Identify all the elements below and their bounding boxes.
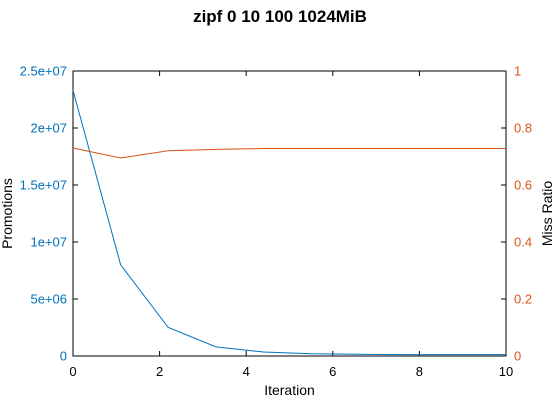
y2-tick-label: 0.2 [514, 292, 532, 307]
y-tick-label: 5e+06 [30, 292, 67, 307]
miss-ratio-line [72, 147, 506, 159]
y-axis-label-left: Promotions [0, 178, 15, 249]
y-tick-label: 0 [60, 349, 67, 364]
x-tick-label: 8 [416, 364, 423, 379]
y2-tick-label: 1 [514, 64, 521, 79]
y-tick-label: 2e+07 [30, 121, 67, 136]
x-tick-label: 0 [69, 364, 76, 379]
y2-tick-label: 0.6 [514, 178, 532, 193]
y2-tick-label: 0.8 [514, 121, 532, 136]
y2-tick-label: 0.4 [514, 235, 532, 250]
y-axis-label-right: Miss Ratio [539, 181, 555, 247]
x-tick-label: 6 [329, 364, 336, 379]
y-tick-label: 1e+07 [30, 235, 67, 250]
x-tick-label: 10 [499, 364, 513, 379]
chart-title: zipf 0 10 100 1024MiB [193, 7, 367, 26]
y-axis-left: 0 5e+06 1e+07 1.5e+07 2e+07 2.5e+07 [20, 64, 78, 364]
y-tick-label: 1.5e+07 [20, 178, 67, 193]
x-tick-label: 2 [156, 364, 163, 379]
promotions-line [72, 90, 506, 356]
y-tick-label: 2.5e+07 [20, 64, 67, 79]
y2-tick-label: 0 [514, 349, 521, 364]
y-axis-right: 0 0.2 0.4 0.6 0.8 1 [501, 64, 532, 364]
series-layer [72, 90, 506, 356]
x-tick-label: 4 [243, 364, 250, 379]
x-axis: 0 2 4 6 8 10 [69, 71, 513, 379]
x-axis-label: Iteration [264, 382, 315, 398]
plot-frame [72, 70, 507, 357]
